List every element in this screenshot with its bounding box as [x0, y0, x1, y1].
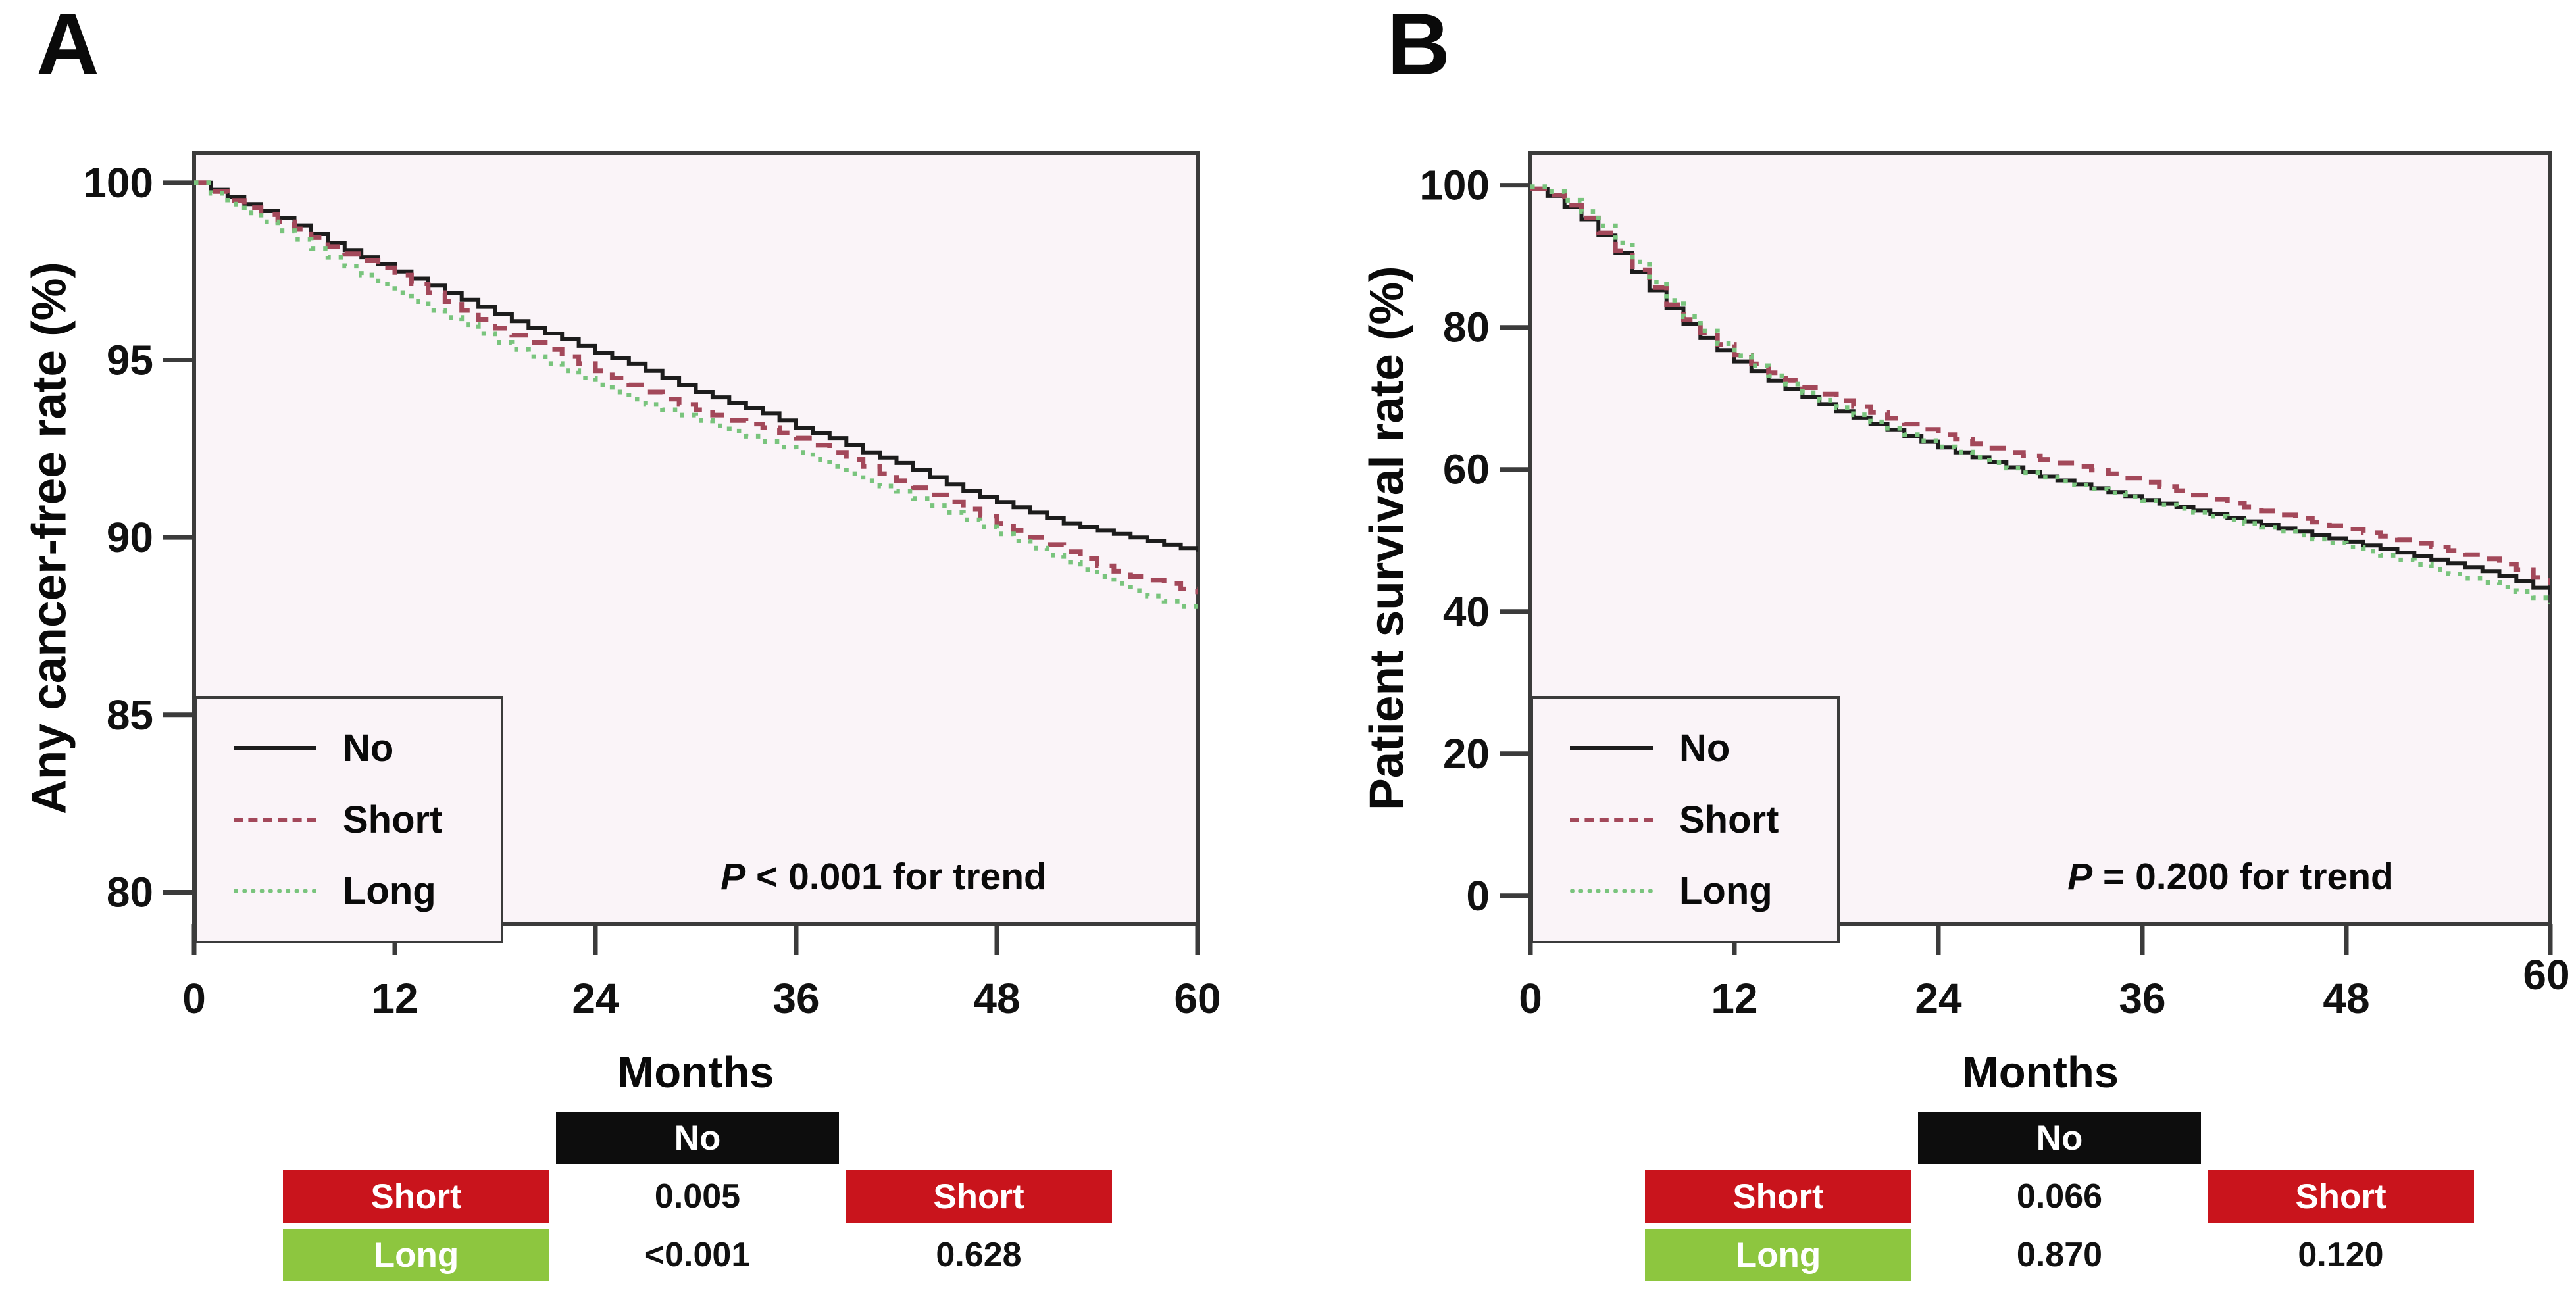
- svg-text:24: 24: [572, 975, 619, 1022]
- pvalue-table-a: No Short 0.005 Short Long <0.001 0.628: [283, 1112, 1112, 1281]
- series-long: [194, 180, 1198, 612]
- legend-line-no-icon: [234, 746, 316, 750]
- svg-text:100: 100: [83, 159, 153, 207]
- p-trend-annotation-b: P = 0.200 for trend: [2027, 855, 2435, 898]
- series-short: [194, 180, 1198, 595]
- table-row-label-short: Short: [283, 1170, 549, 1223]
- table-spacer: [846, 1112, 1112, 1164]
- table-value-long-vs-short: 0.120: [2298, 1236, 2384, 1274]
- svg-text:60: 60: [1443, 446, 1490, 493]
- svg-text:100: 100: [1419, 162, 1490, 209]
- svg-text:90: 90: [107, 514, 153, 561]
- legend-label-short: Short: [1679, 798, 1779, 841]
- series-no: [1530, 187, 2550, 595]
- y-axis-title-b: Patient survival rate (%): [1360, 266, 1414, 811]
- legend-label-no: No: [343, 726, 394, 770]
- table-spacer: [2208, 1112, 2474, 1164]
- table-header-no: No: [1918, 1112, 2201, 1164]
- legend-line-long-icon: [1570, 889, 1653, 894]
- table-header-short: Short: [2208, 1170, 2474, 1223]
- svg-text:80: 80: [1443, 304, 1490, 351]
- svg-text:36: 36: [2119, 975, 2165, 1022]
- svg-text:0: 0: [182, 975, 206, 1022]
- legend-box-b: No Short Long: [1530, 696, 1840, 943]
- table-header-short: Short: [846, 1170, 1112, 1223]
- table-spacer: [1645, 1112, 1911, 1164]
- legend-item-short: Short: [1570, 798, 1837, 842]
- x-axis-title-b: Months: [1961, 1048, 2119, 1097]
- svg-text:48: 48: [973, 975, 1020, 1022]
- svg-text:40: 40: [1443, 588, 1490, 635]
- table-header-no: No: [556, 1112, 839, 1164]
- svg-text:12: 12: [371, 975, 418, 1022]
- svg-text:85: 85: [107, 691, 153, 739]
- table-value-short-vs-no: 0.066: [2016, 1177, 2103, 1216]
- svg-text:60: 60: [2523, 951, 2569, 998]
- legend-item-long: Long: [234, 869, 501, 913]
- table-row-label-short: Short: [1645, 1170, 1911, 1223]
- series-no: [194, 180, 1198, 552]
- y-axis-title-a: Any cancer-free rate (%): [22, 262, 76, 815]
- p-trend-annotation-a: P < 0.001 for trend: [680, 855, 1088, 898]
- table-value-long-vs-no: <0.001: [644, 1236, 751, 1274]
- series-long: [1530, 184, 2550, 604]
- legend-line-short-icon: [234, 817, 316, 822]
- legend-line-no-icon: [1570, 746, 1653, 750]
- legend-label-long: Long: [1679, 870, 1773, 913]
- legend-label-long: Long: [343, 870, 436, 913]
- table-value-long-vs-short: 0.628: [936, 1236, 1022, 1274]
- svg-text:95: 95: [107, 336, 153, 383]
- table-row-label-long: Long: [283, 1229, 549, 1281]
- legend-item-long: Long: [1570, 869, 1837, 913]
- svg-text:24: 24: [1915, 975, 1962, 1022]
- p-value-text: = 0.200 for trend: [2092, 856, 2394, 898]
- panel-label-b: B: [1387, 0, 1451, 93]
- legend-label-short: Short: [343, 798, 443, 841]
- svg-text:80: 80: [107, 868, 153, 916]
- legend-box-a: No Short Long: [194, 696, 503, 943]
- legend-item-short: Short: [234, 798, 501, 842]
- panel-label-a: A: [36, 0, 100, 93]
- legend-line-short-icon: [1570, 817, 1653, 822]
- p-value-text: < 0.001 for trend: [745, 856, 1047, 898]
- x-axis-title-a: Months: [617, 1048, 774, 1097]
- series-short: [1530, 186, 2550, 585]
- table-value-short-vs-no: 0.005: [654, 1177, 741, 1216]
- svg-text:48: 48: [2323, 975, 2369, 1022]
- legend-line-long-icon: [234, 889, 316, 894]
- svg-text:36: 36: [772, 975, 819, 1022]
- svg-text:20: 20: [1443, 730, 1490, 777]
- p-symbol: P: [720, 856, 746, 898]
- table-spacer: [283, 1112, 549, 1164]
- svg-text:60: 60: [1174, 975, 1221, 1022]
- p-symbol: P: [2067, 856, 2093, 898]
- legend-label-no: No: [1679, 726, 1730, 770]
- table-row-label-long: Long: [1645, 1229, 1911, 1281]
- svg-text:0: 0: [1466, 872, 1490, 920]
- legend-item-no: No: [234, 726, 501, 770]
- pvalue-table-b: No Short 0.066 Short Long 0.870 0.120: [1645, 1112, 2474, 1281]
- svg-text:0: 0: [1519, 975, 1542, 1022]
- legend-item-no: No: [1570, 726, 1837, 770]
- svg-text:12: 12: [1711, 975, 1757, 1022]
- table-value-long-vs-no: 0.870: [2016, 1236, 2103, 1274]
